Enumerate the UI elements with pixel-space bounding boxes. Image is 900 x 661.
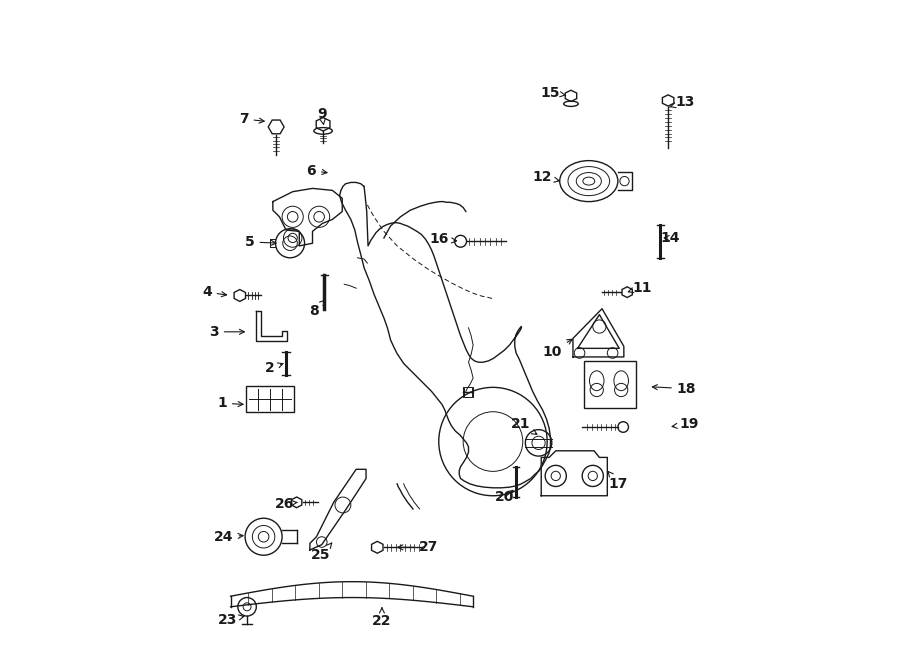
Text: 21: 21 [511,417,537,434]
Text: 19: 19 [672,417,699,432]
Text: 15: 15 [541,85,566,100]
Text: 16: 16 [429,232,456,247]
Text: 14: 14 [661,231,680,245]
Text: 6: 6 [306,163,327,178]
Text: 18: 18 [652,381,697,396]
Text: 8: 8 [310,300,325,318]
Bar [247,386,294,412]
Text: 9: 9 [317,106,327,124]
Text: 24: 24 [214,529,243,544]
Text: 1: 1 [217,396,243,410]
Text: 12: 12 [533,170,559,184]
Text: 2: 2 [266,361,283,375]
Text: 3: 3 [209,325,245,339]
Text: 25: 25 [311,543,332,563]
Text: 20: 20 [495,490,515,504]
Text: 26: 26 [274,496,297,511]
Text: 27: 27 [398,540,438,555]
Text: 7: 7 [239,112,265,126]
Text: 10: 10 [543,339,572,359]
Text: 5: 5 [245,235,276,249]
Text: 23: 23 [218,613,244,627]
Text: 17: 17 [608,471,628,491]
Text: 13: 13 [670,95,694,110]
Text: 4: 4 [202,285,227,299]
Bar [583,361,636,408]
Text: 11: 11 [628,280,652,295]
Text: 22: 22 [373,608,392,629]
